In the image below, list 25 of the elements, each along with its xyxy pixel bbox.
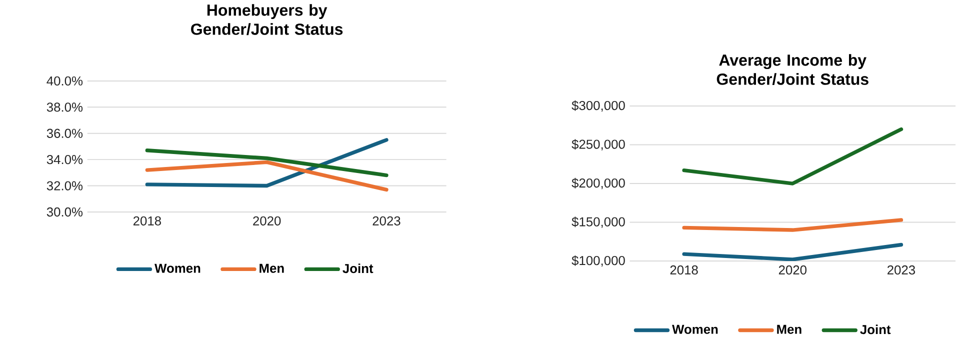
y-tick-label: $300,000 [572,100,625,112]
chart-title: Average Income by Gender/Joint Status [716,54,868,86]
y-tick-label: 38.0% [46,102,83,112]
y-tick-label: 34.0% [46,155,83,164]
legend-label: Joint [860,324,891,334]
y-tick-label: $150,000 [572,216,625,228]
x-tick-label: 2020 [778,266,806,275]
y-tick-label: $200,000 [572,178,625,190]
y-tick-label: 30.0% [46,208,83,217]
y-tick-label: 36.0% [46,128,83,138]
x-tick-label: 2023 [372,216,400,226]
legend-label: Joint [342,264,374,274]
legend-label: Men [777,324,802,334]
chart-title: Homebuyers by Gender/Joint Status [191,4,343,36]
x-tick-label: 2018 [670,266,698,275]
y-tick-label: 32.0% [46,181,83,190]
y-tick-label: 40.0% [46,76,83,86]
y-tick-label: $250,000 [572,139,625,150]
legend-label: Women [672,324,718,334]
legend-label: Men [260,264,284,273]
legend-label: Women [154,264,200,273]
y-tick-label: $100,000 [572,256,625,267]
x-tick-label: 2020 [253,216,281,226]
x-tick-label: 2018 [133,216,161,226]
x-tick-label: 2023 [888,266,916,275]
